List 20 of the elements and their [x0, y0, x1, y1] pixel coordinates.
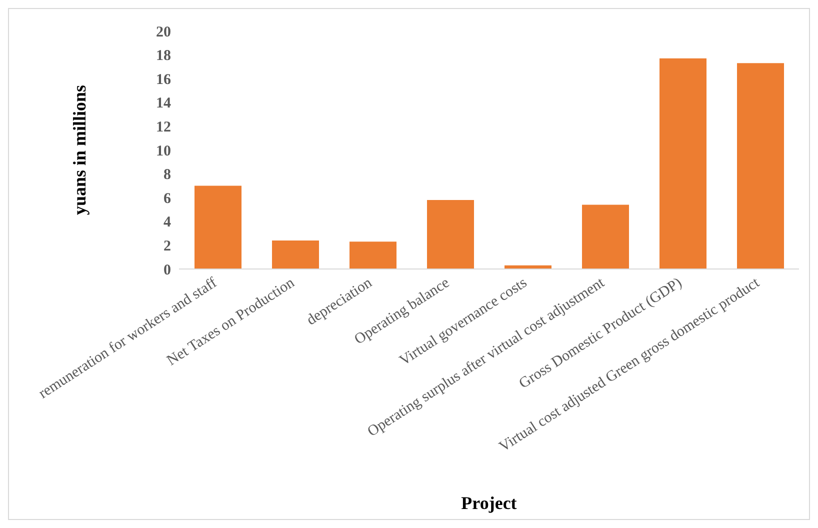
bar — [272, 240, 319, 269]
y-tick-label: 18 — [156, 48, 171, 64]
y-tick-label: 2 — [164, 238, 171, 255]
y-tick-label: 8 — [164, 167, 171, 184]
bar — [427, 200, 474, 269]
x-axis-title: Project — [461, 493, 517, 513]
y-axis-title: yuans in millions — [69, 84, 90, 216]
y-tick-label: 10 — [156, 143, 171, 160]
y-tick-label: 14 — [156, 96, 172, 112]
bar — [194, 186, 242, 269]
y-tick-label: 20 — [156, 24, 171, 40]
bar — [660, 58, 706, 269]
bar — [350, 242, 396, 269]
y-tick-label: 6 — [164, 190, 172, 207]
bar — [582, 204, 629, 269]
y-tick-label: 4 — [164, 214, 172, 231]
bar — [737, 63, 784, 269]
y-tick-label: 16 — [156, 72, 172, 88]
y-tick-label: 12 — [156, 120, 171, 136]
y-tick-label: 0 — [164, 262, 171, 278]
